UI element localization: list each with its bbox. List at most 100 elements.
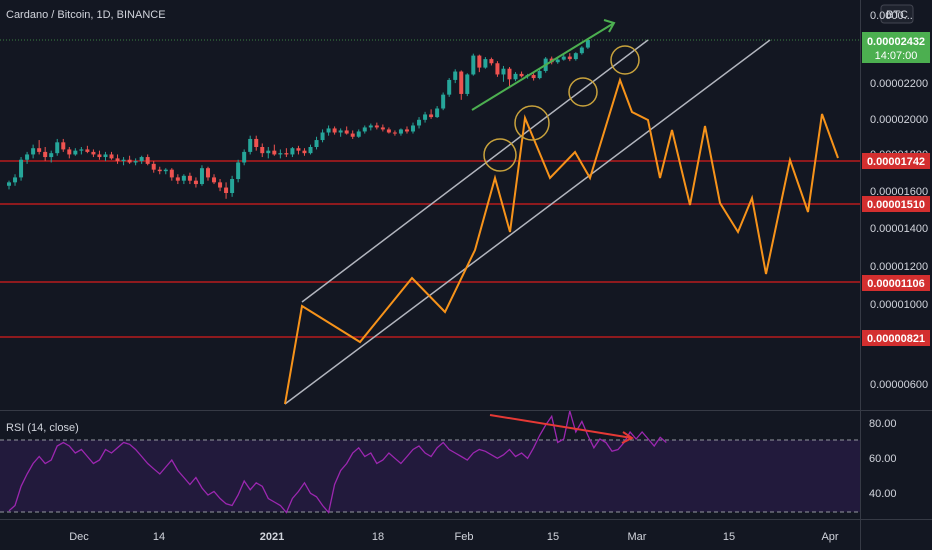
candle-body (272, 150, 277, 155)
candle-body (169, 169, 174, 178)
candle-body (567, 56, 572, 60)
price-tick-label: 0.00000600 (870, 379, 928, 391)
level-tag: 0.00001742 (862, 153, 930, 169)
candle-body (338, 130, 343, 133)
last-price-value: 0.00002432 (867, 36, 925, 48)
green-arrow-head (603, 19, 616, 33)
candle-body (175, 177, 180, 181)
time-tick-label: Dec (69, 531, 89, 543)
candle-body (380, 127, 385, 130)
candle-body (417, 119, 422, 126)
candle-body (495, 63, 500, 75)
candle-body (199, 168, 204, 185)
green-trend-arrow[interactable] (471, 19, 616, 111)
candle-body (501, 68, 506, 75)
candle-body (483, 59, 488, 68)
candle-body (91, 151, 96, 155)
rsi-band (0, 440, 860, 512)
candle-body (212, 177, 217, 183)
level-tag-bg (862, 153, 930, 169)
candle-body (37, 148, 42, 152)
level-tags: 0.00001742 0.00001510 0.00001106 0.00000821 (862, 153, 930, 346)
candle-body (67, 149, 72, 155)
price-tick-label: 0.0000... (870, 10, 913, 22)
candle-body (507, 68, 512, 80)
rsi-tick-60: 60.00 (869, 453, 897, 465)
price-tick-label: 0.00002000 (870, 114, 928, 126)
candle-body (205, 168, 210, 178)
level-tag-bg (862, 196, 930, 212)
level-tag: 0.00001510 (862, 196, 930, 212)
candle-body (266, 150, 271, 154)
red-arrow-shaft (489, 414, 633, 439)
candle-body (7, 182, 11, 186)
candle-body (435, 108, 440, 118)
highlight-circle-1 (483, 138, 517, 172)
candle-body (224, 187, 229, 194)
candle-body (284, 153, 289, 155)
candle-body (471, 55, 476, 75)
time-tick-label: Mar (628, 531, 647, 543)
time-tick-label: 14 (153, 531, 165, 543)
highlight-circle-3 (568, 77, 598, 107)
green-arrow-shaft (471, 22, 615, 111)
price-tick-label: 0.00001600 (870, 186, 928, 198)
candle-body (242, 151, 247, 163)
candle-body (193, 180, 198, 185)
candle-body (31, 148, 36, 155)
channel-upper-line[interactable] (301, 39, 649, 303)
candle-body (411, 125, 416, 132)
candle-body (423, 114, 428, 120)
candle-body (236, 162, 241, 180)
candle-body (386, 129, 391, 133)
candle-body (19, 159, 24, 178)
candle-body (115, 158, 120, 162)
price-tick-label: 0.00001000 (870, 299, 928, 311)
level-tag-bg (862, 275, 930, 291)
time-tick-label: 2021 (260, 531, 284, 543)
candle-body (121, 159, 126, 162)
projection-zigzag[interactable] (284, 76, 839, 405)
time-tick-label: Feb (455, 531, 474, 543)
candle-body (79, 149, 84, 151)
candle-body (49, 153, 54, 158)
currency-button-label[interactable]: BTC (886, 9, 908, 21)
candle-body (441, 94, 446, 109)
candle-body (326, 128, 331, 133)
candle-body (278, 153, 283, 155)
candle-body (513, 73, 518, 80)
time-tick-label: 15 (723, 531, 735, 543)
candle-body (97, 154, 102, 158)
last-price-tag: 0.00002432 14:07:00 (862, 32, 930, 63)
candle-body (320, 132, 325, 141)
candle-body (103, 154, 108, 158)
level-tag: 0.00001106 (862, 275, 930, 291)
currency-button[interactable]: BTC (880, 4, 914, 24)
candle-body (465, 74, 470, 94)
level-tag-label: 0.00001510 (867, 199, 925, 211)
red-divergence-arrow[interactable] (489, 414, 634, 444)
time-axis[interactable]: Dec 14 2021 18 Feb 15 Mar 15 Apr (69, 531, 839, 543)
channel-lower-line[interactable] (284, 39, 771, 405)
candle-body (585, 40, 590, 48)
candle-body (296, 148, 301, 151)
chart-title: Cardano / Bitcoin, 1D, BINANCE (6, 9, 166, 21)
candle-body (429, 114, 434, 118)
level-tag: 0.00000821 (862, 330, 930, 346)
bar-countdown: 14:07:00 (875, 50, 918, 62)
level-tag-bg (862, 330, 930, 346)
candle-body (537, 70, 542, 79)
candle-body (344, 130, 349, 134)
candle-body (368, 125, 373, 128)
candle-body (477, 55, 482, 68)
candle-body (218, 182, 223, 188)
candle-body (374, 125, 379, 128)
candle-body (398, 129, 403, 134)
currency-button-bg[interactable] (880, 4, 914, 24)
candle-body (453, 71, 458, 80)
rsi-tick-80: 80.00 (869, 418, 897, 430)
candle-body (133, 161, 138, 163)
time-tick-label: 15 (547, 531, 559, 543)
candle-body (13, 177, 18, 183)
